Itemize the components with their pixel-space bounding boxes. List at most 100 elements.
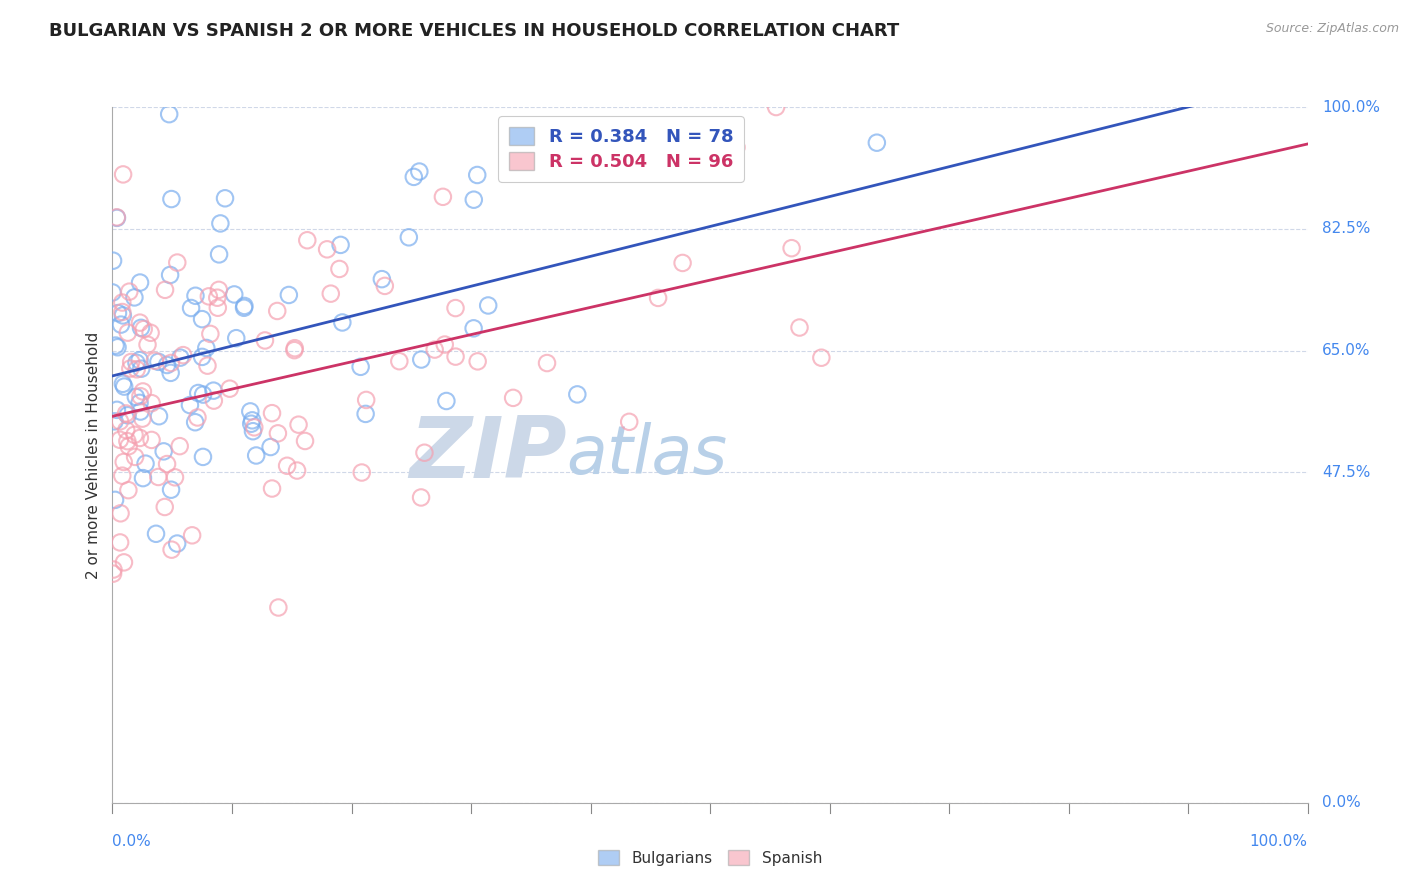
Point — [112, 379, 135, 393]
Point — [148, 470, 170, 484]
Point — [463, 321, 485, 335]
Point — [136, 337, 159, 351]
Point — [283, 343, 305, 358]
Point — [277, 288, 299, 302]
Point — [111, 309, 134, 323]
Point — [243, 420, 266, 434]
Point — [184, 415, 207, 429]
Point — [260, 406, 283, 420]
Point — [153, 283, 176, 297]
Text: atlas: atlas — [567, 422, 728, 488]
Point — [208, 247, 231, 261]
Point — [184, 289, 207, 303]
Point — [408, 164, 430, 178]
Point — [111, 376, 134, 391]
Point — [208, 283, 231, 297]
Point — [166, 536, 188, 550]
Point — [354, 392, 377, 407]
Text: 65.0%: 65.0% — [1322, 343, 1371, 358]
Point — [789, 320, 811, 334]
Point — [125, 390, 148, 404]
Point — [129, 276, 152, 290]
Text: 100.0%: 100.0% — [1322, 100, 1379, 114]
Point — [294, 434, 316, 448]
Point — [115, 406, 138, 420]
Point — [129, 321, 152, 335]
Point — [152, 444, 174, 458]
Point — [105, 211, 128, 225]
Point — [328, 262, 350, 277]
Point — [101, 285, 124, 300]
Text: 0.0%: 0.0% — [1322, 796, 1361, 810]
Point — [105, 211, 128, 225]
Point — [330, 316, 353, 330]
Point — [267, 426, 290, 441]
Point — [141, 433, 163, 447]
Point — [153, 500, 176, 514]
Point — [117, 434, 139, 449]
Point — [350, 466, 373, 480]
Point — [432, 190, 454, 204]
Point — [536, 356, 558, 370]
Point — [111, 295, 134, 310]
Point — [266, 304, 288, 318]
Point — [465, 168, 488, 182]
Point — [143, 353, 166, 368]
Point — [434, 394, 457, 409]
Point — [765, 100, 787, 114]
Point — [866, 136, 889, 150]
Point — [477, 298, 499, 312]
Point — [101, 253, 124, 268]
Point — [115, 423, 138, 437]
Point — [259, 440, 281, 454]
Point — [202, 384, 225, 398]
Point — [125, 362, 148, 376]
Point — [225, 331, 247, 345]
Point — [132, 322, 155, 336]
Point — [166, 255, 188, 269]
Point — [354, 407, 377, 421]
Point — [157, 107, 180, 121]
Point — [267, 600, 290, 615]
Point — [260, 482, 283, 496]
Point — [502, 391, 524, 405]
Point — [197, 359, 219, 373]
Point — [128, 431, 150, 445]
Point — [240, 417, 263, 431]
Point — [172, 348, 194, 362]
Point — [101, 566, 124, 581]
Point — [181, 528, 204, 542]
Point — [187, 386, 209, 401]
Point — [160, 483, 183, 497]
Point — [110, 506, 132, 520]
Point — [245, 449, 267, 463]
Text: 82.5%: 82.5% — [1322, 221, 1371, 236]
Point — [160, 356, 183, 370]
Point — [112, 555, 135, 569]
Point — [129, 404, 152, 418]
Point — [444, 301, 467, 315]
Point — [619, 153, 641, 168]
Point — [105, 402, 128, 417]
Point — [160, 192, 183, 206]
Point — [224, 287, 246, 301]
Point — [125, 356, 148, 370]
Point — [207, 301, 229, 315]
Point — [124, 450, 146, 464]
Point — [239, 404, 262, 418]
Point — [209, 216, 232, 230]
Point — [129, 316, 152, 330]
Point — [191, 312, 214, 326]
Point — [567, 387, 589, 401]
Point — [139, 326, 162, 340]
Point — [163, 470, 186, 484]
Point — [329, 238, 352, 252]
Point — [371, 272, 394, 286]
Point — [107, 306, 129, 320]
Point — [108, 414, 131, 428]
Point — [180, 301, 202, 315]
Point — [202, 393, 225, 408]
Point — [240, 413, 263, 427]
Point — [111, 468, 134, 483]
Text: Source: ZipAtlas.com: Source: ZipAtlas.com — [1265, 22, 1399, 36]
